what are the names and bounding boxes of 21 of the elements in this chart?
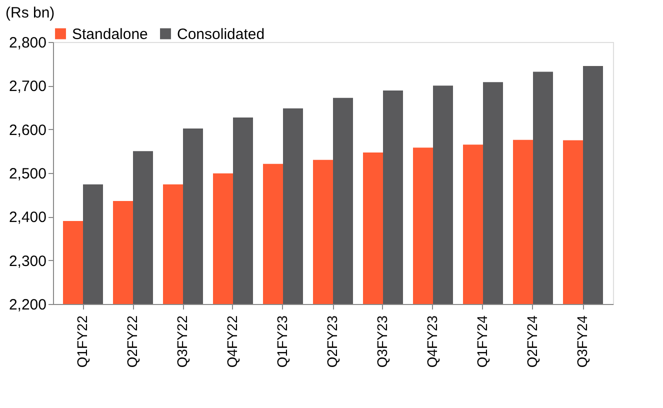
legend-label: Consolidated (177, 26, 265, 43)
x-tick-label: Q2FY24 (524, 315, 540, 368)
x-tick-label: Q3FY23 (374, 315, 390, 368)
x-tick-label: Q4FY22 (224, 315, 240, 368)
y-tick-label: 2,700 (8, 78, 46, 96)
y-tick-label: 2,400 (8, 209, 46, 226)
y-tick-label: 2,500 (8, 166, 46, 182)
y-axis-title: (Rs bn) (6, 4, 55, 22)
y-tick-label: 2,600 (8, 122, 46, 139)
x-tick-label: Q1FY24 (474, 315, 490, 368)
x-tick-label: Q1FY23 (274, 315, 290, 368)
y-tick-label: 2,300 (8, 252, 46, 270)
x-tick-label: Q3FY22 (174, 315, 190, 368)
y-tick-label: 2,200 (8, 296, 46, 314)
legend-label: Standalone (72, 26, 148, 43)
x-tick-label: Q2FY23 (324, 315, 340, 368)
x-tick-label: Q3FY24 (574, 315, 590, 368)
x-tick-label: Q2FY22 (124, 315, 140, 368)
x-tick-label: Q4FY23 (424, 315, 440, 368)
y-tick-label: 2,800 (8, 34, 46, 52)
x-tick-label: Q1FY22 (74, 315, 90, 368)
